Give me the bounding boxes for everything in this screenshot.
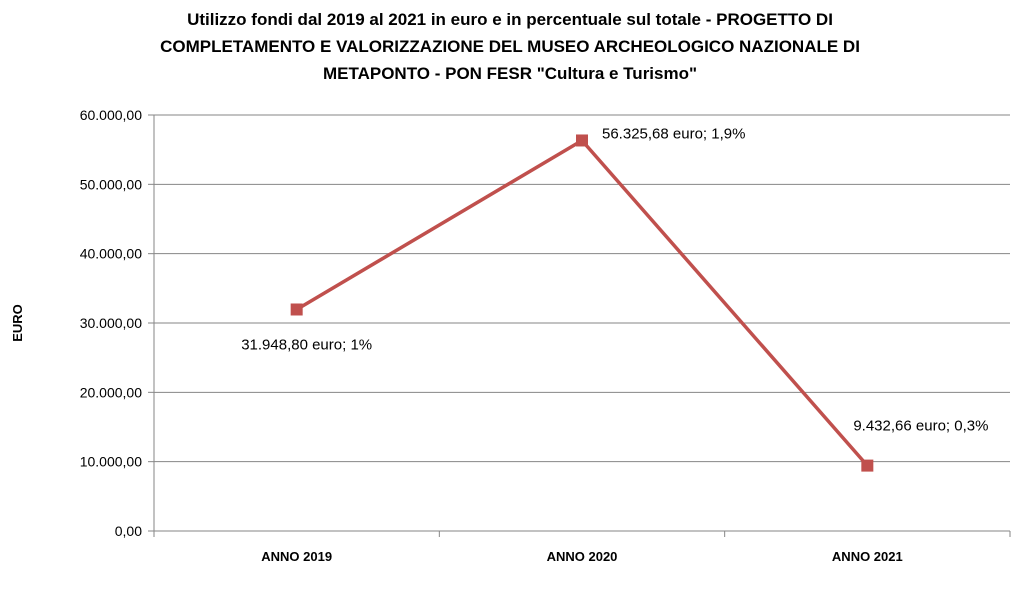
chart-title-line: COMPLETAMENTO E VALORIZZAZIONE DEL MUSEO… [160,37,860,56]
chart-title: Utilizzo fondi dal 2019 al 2021 in euro … [150,6,870,87]
series-line [295,138,869,467]
y-axis-title: EURO [10,304,25,342]
data-point-marker [861,459,874,472]
y-tick-label: 0,00 [115,523,142,539]
chart-title-line: METAPONTO - PON FESR "Cultura e Turismo" [322,64,698,83]
x-category-label: ANNO 2021 [832,549,903,564]
y-tick-labels: 0,00 10.000,00 20.000,00 30.000,00 40.000,00… [80,107,143,539]
x-category-label: ANNO 2019 [261,549,332,564]
data-label: 31.948,80 euro; 1% [241,336,372,353]
y-tick-label: 10.000,00 [80,454,142,470]
data-label: 9.432,66 euro; 0,3% [853,418,988,435]
gridlines [154,114,1010,463]
y-tick-label: 60.000,00 [80,107,142,123]
y-tick-label: 40.000,00 [80,246,142,262]
data-point-marker [576,134,588,147]
data-labels: 31.948,80 euro; 1% 56.325,68 euro; 1,9% 9.… [241,125,988,434]
axes [148,114,1011,537]
y-tick-label: 20.000,00 [80,384,142,400]
chart-title-line: Utilizzo fondi dal 2019 al 2021 in euro … [187,10,833,29]
series [290,134,874,472]
data-point-marker [290,303,303,316]
data-label: 56.325,68 euro; 1,9% [602,125,745,142]
x-category-labels: ANNO 2019 ANNO 2020 ANNO 2021 [261,549,902,564]
y-tick-label: 30.000,00 [80,315,142,331]
x-category-label: ANNO 2020 [547,549,618,564]
y-tick-label: 50.000,00 [80,176,142,192]
